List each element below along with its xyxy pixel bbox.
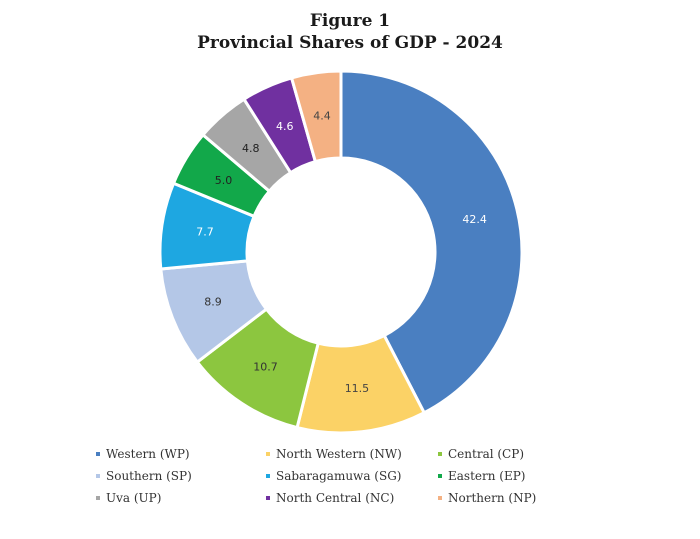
legend-label: Southern (SP) bbox=[106, 469, 192, 483]
chart-title: Figure 1 bbox=[309, 11, 391, 31]
slice-0 bbox=[339, 69, 524, 415]
slice-label-5: 5.0 bbox=[215, 174, 233, 187]
donut-slices bbox=[158, 69, 524, 435]
legend-item: Eastern (EP) bbox=[438, 469, 578, 483]
chart-title-block: Figure 1 Provincial Shares of GDP - 2024 bbox=[0, 10, 700, 54]
legend-item: Northern (NP) bbox=[438, 491, 578, 505]
legend-label: Sabaragamuwa (SG) bbox=[276, 469, 402, 483]
legend-item: Central (CP) bbox=[438, 447, 578, 461]
slice-label-6: 4.8 bbox=[242, 142, 260, 155]
legend-item: Southern (SP) bbox=[96, 469, 266, 483]
legend-label: Northern (NP) bbox=[448, 491, 537, 505]
legend-label: Uva (UP) bbox=[106, 491, 162, 505]
legend-swatch bbox=[96, 496, 100, 500]
legend-swatch bbox=[438, 452, 442, 456]
legend-swatch bbox=[438, 474, 442, 478]
slice-8 bbox=[289, 69, 343, 164]
legend-label: North Central (NC) bbox=[276, 491, 395, 505]
chart-legend: Western (WP) North Western (NW) Central (C… bbox=[96, 447, 578, 505]
slice-label-7: 4.6 bbox=[276, 120, 294, 133]
slice-label-0: 42.4 bbox=[462, 213, 487, 226]
donut-labels: 42.4 11.5 10.7 8.9 7.7 5.0 4.8 4.6 4.4 bbox=[196, 109, 487, 395]
slice-label-1: 11.5 bbox=[345, 382, 370, 395]
legend-label: Central (CP) bbox=[448, 447, 524, 461]
legend-swatch bbox=[96, 474, 100, 478]
chart-subtitle: Provincial Shares of GDP - 2024 bbox=[197, 33, 503, 53]
legend-swatch bbox=[266, 474, 270, 478]
legend-item: Uva (UP) bbox=[96, 491, 266, 505]
legend-item: Sabaragamuwa (SG) bbox=[266, 469, 438, 483]
slice-label-8: 4.4 bbox=[313, 109, 331, 122]
legend-item: Western (WP) bbox=[96, 447, 266, 461]
legend-swatch bbox=[96, 452, 100, 456]
legend-swatch bbox=[266, 452, 270, 456]
legend-label: Eastern (EP) bbox=[448, 469, 526, 483]
slice-label-2: 10.7 bbox=[253, 360, 278, 373]
slice-label-4: 7.7 bbox=[196, 225, 214, 238]
legend-label: Western (WP) bbox=[106, 447, 190, 461]
legend-item: North Central (NC) bbox=[266, 491, 438, 505]
slice-label-3: 8.9 bbox=[204, 296, 222, 309]
legend-swatch bbox=[438, 496, 442, 500]
legend-label: North Western (NW) bbox=[276, 447, 402, 461]
legend-item: North Western (NW) bbox=[266, 447, 438, 461]
legend-swatch bbox=[266, 496, 270, 500]
